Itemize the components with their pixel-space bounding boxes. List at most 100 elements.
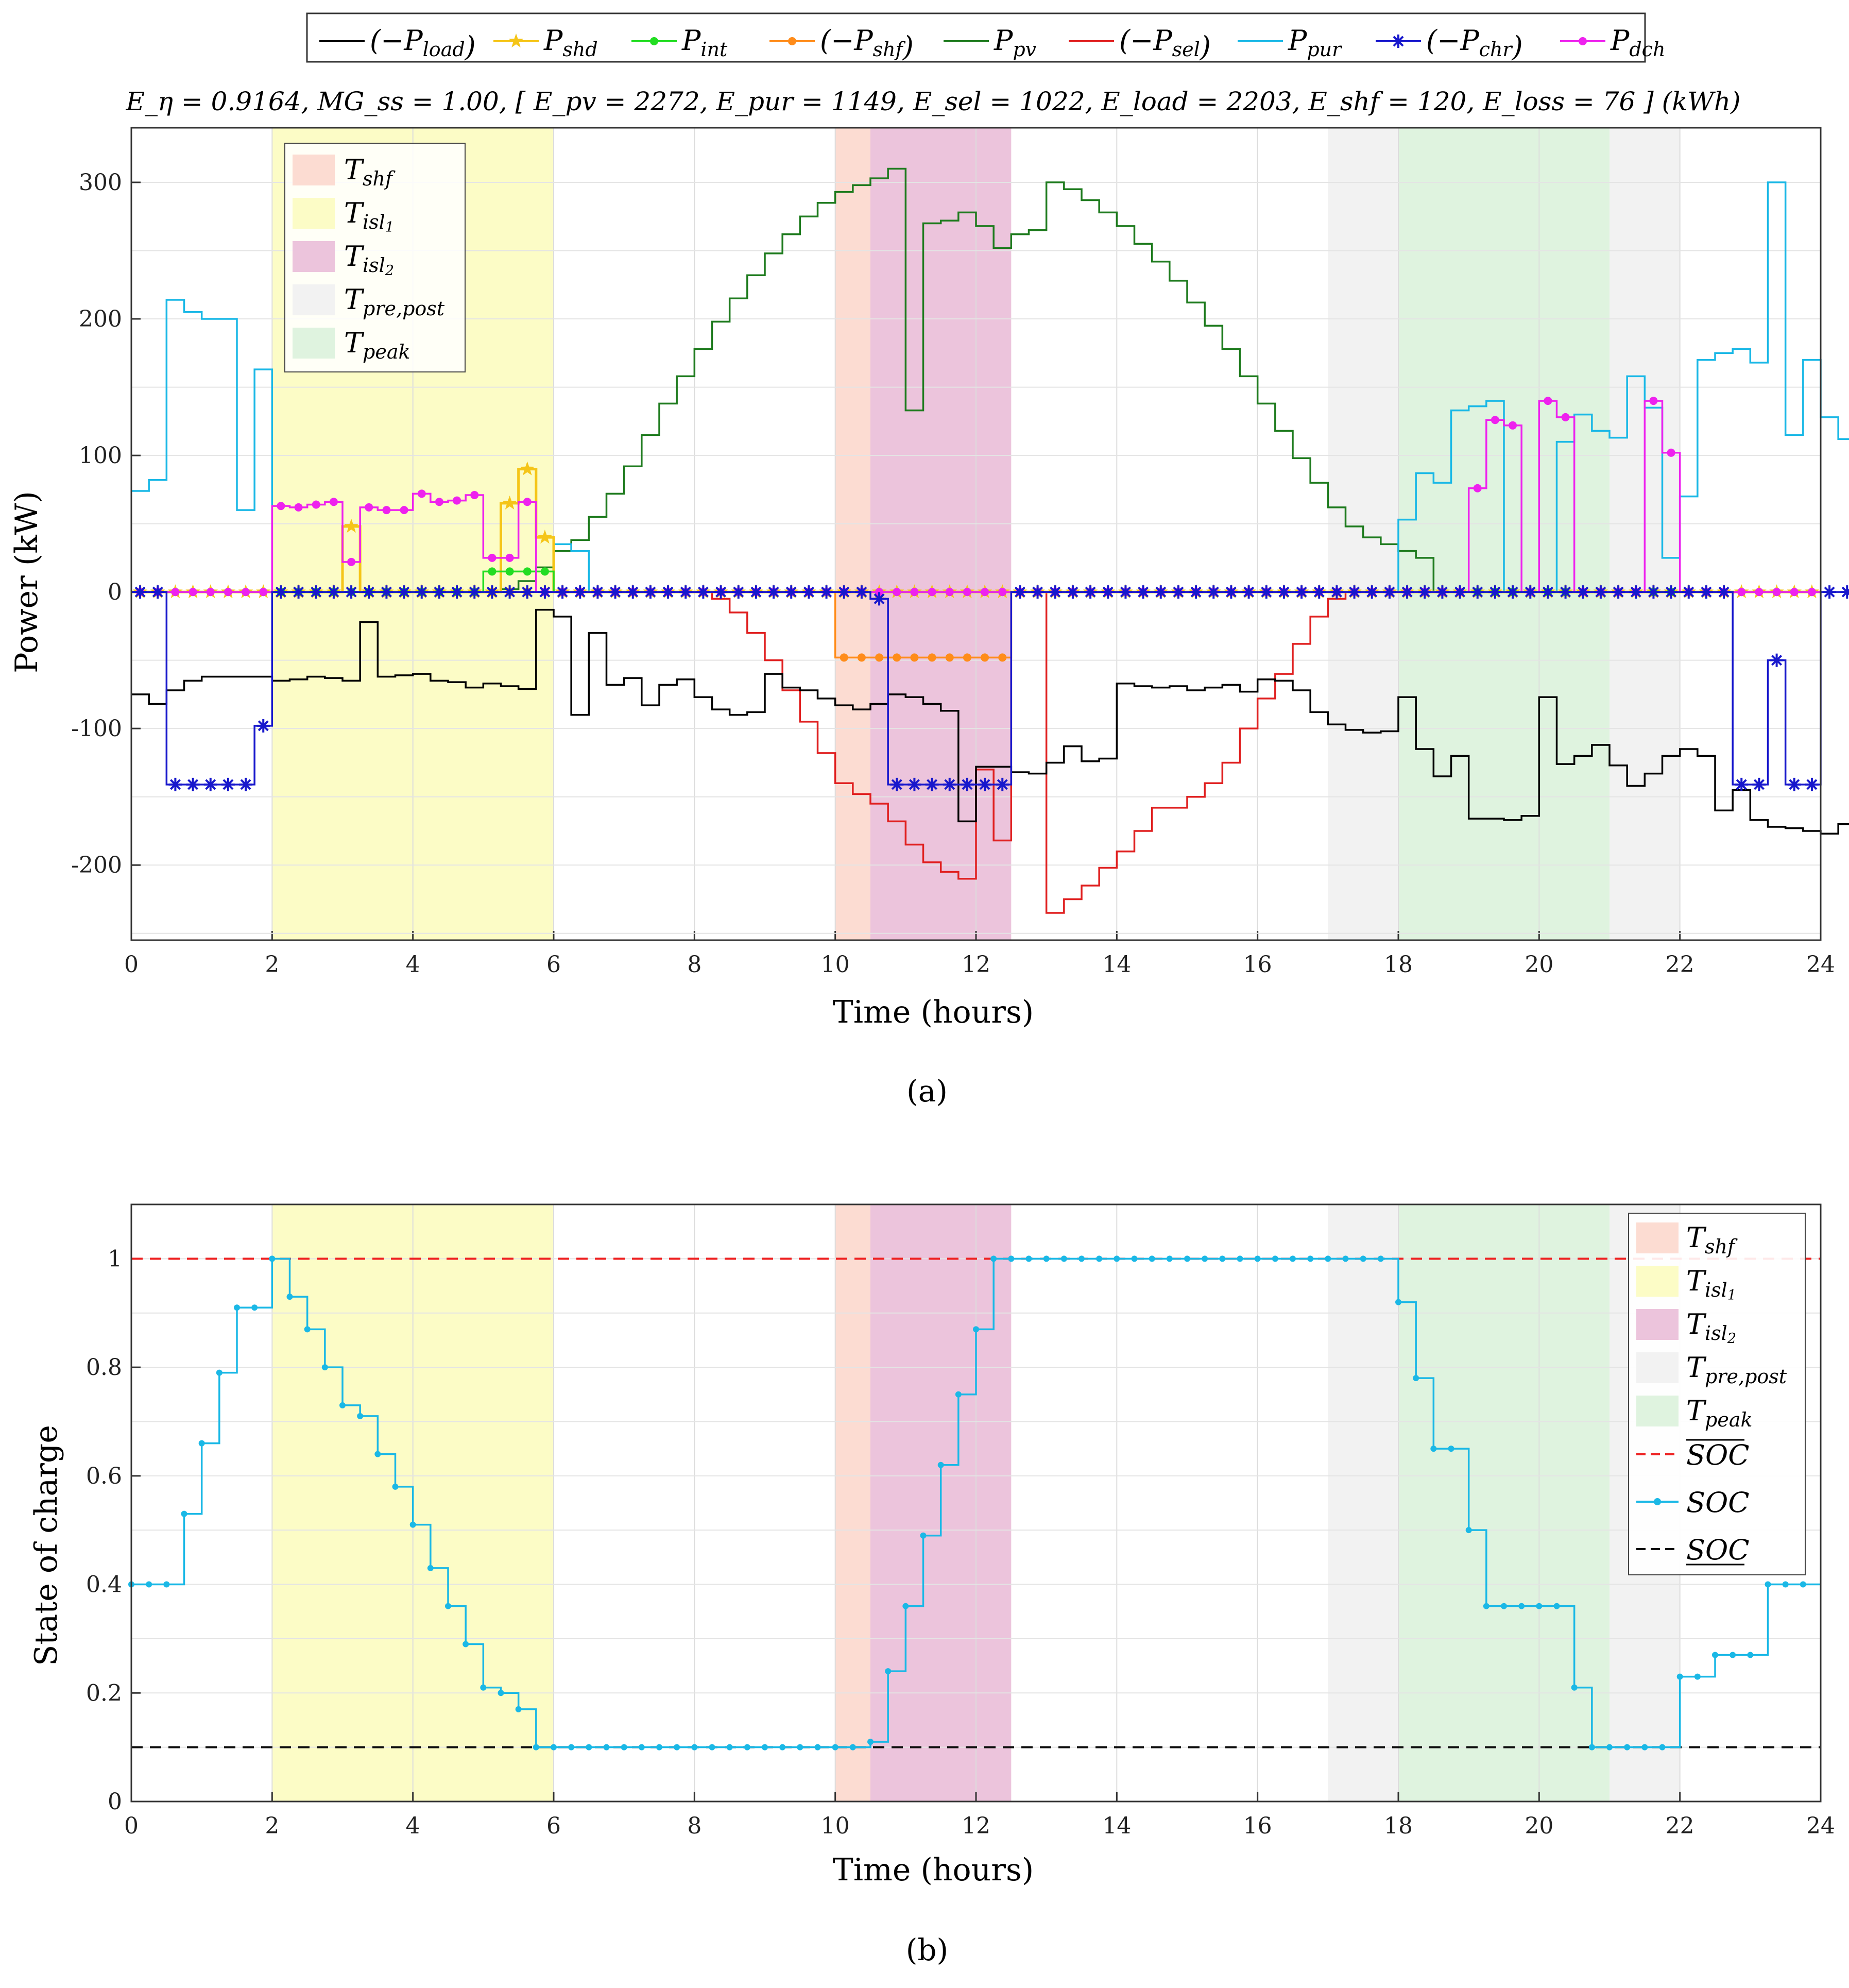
axes-a-box: [130, 127, 1822, 941]
soc-point: [146, 1581, 152, 1588]
data-point: [168, 777, 182, 791]
xtick-a-label: 24: [1806, 951, 1835, 978]
xtick-a-label: 22: [1666, 951, 1694, 978]
legend-marker: [1392, 35, 1405, 48]
soc-point: [1676, 1673, 1683, 1680]
axes-b-box: [130, 1203, 1822, 1803]
legend-swatch: [293, 241, 335, 272]
data-point: [417, 489, 426, 498]
data-point: [1382, 585, 1396, 599]
data-point: [1259, 585, 1273, 599]
soc-point: [1272, 1255, 1278, 1262]
soc-point: [1114, 1255, 1120, 1262]
data-point: [1453, 585, 1467, 599]
data-point: [151, 585, 165, 599]
data-point: [365, 503, 373, 512]
data-point: [1277, 585, 1291, 599]
legend-marker: [508, 33, 524, 48]
data-point: [415, 585, 429, 599]
data-point: [679, 585, 693, 599]
soc-point: [551, 1744, 557, 1751]
data-point: [1682, 585, 1696, 599]
soc-point: [955, 1391, 962, 1398]
data-point: [505, 567, 514, 576]
panel-b-caption: (b): [906, 1932, 948, 1967]
legend-b: Tshf Tisl1 Tisl2 Tpre,post Tpeak SOC SOC SOC: [1628, 1213, 1806, 1575]
data-point: [206, 588, 215, 597]
data-point: [1594, 585, 1607, 599]
band-a-0: [835, 128, 870, 940]
soc-point: [1800, 1581, 1806, 1588]
series-line: [131, 400, 1821, 593]
legend-b-band-label: Tpeak: [1686, 1395, 1753, 1431]
data-point: [1664, 585, 1678, 599]
data-point: [928, 588, 936, 597]
soc-point: [515, 1706, 522, 1712]
soc-point: [1730, 1652, 1736, 1658]
soc-point: [1219, 1255, 1226, 1262]
data-point: [327, 585, 340, 599]
xtick-b-label: 8: [687, 1813, 701, 1839]
data-point: [1559, 585, 1572, 599]
soc-point: [1008, 1255, 1015, 1262]
data-point: [1807, 588, 1816, 597]
xtick-b-label: 14: [1102, 1813, 1131, 1839]
soc-point: [1782, 1581, 1789, 1588]
data-point: [1755, 588, 1764, 597]
data-point: [1699, 585, 1713, 599]
soc-point: [1465, 1527, 1472, 1534]
soc-point: [885, 1668, 892, 1675]
data-point: [978, 777, 992, 791]
data-point: [523, 567, 532, 576]
xtick-b-label: 16: [1243, 1813, 1272, 1839]
data-point: [400, 506, 408, 515]
soc-point: [1624, 1744, 1631, 1751]
legend-b-band-label: Tpre,post: [1686, 1351, 1787, 1388]
data-point: [819, 585, 833, 599]
data-point: [1717, 585, 1731, 599]
soc-point: [216, 1369, 222, 1376]
soc-point: [1166, 1255, 1173, 1262]
soc-point: [1659, 1744, 1666, 1751]
panel-a-caption: (a): [906, 1074, 948, 1109]
data-point: [485, 585, 499, 599]
xtick-a-label: 10: [821, 951, 850, 978]
legend-marker: [650, 37, 658, 45]
data-point: [1647, 585, 1660, 599]
data-point: [345, 585, 358, 599]
band-b-3: [1328, 1204, 1398, 1802]
soc-point: [1413, 1375, 1419, 1382]
soc-point: [832, 1744, 838, 1751]
data-point: [186, 777, 200, 791]
data-point: [1242, 585, 1256, 599]
xtick-b-label: 0: [124, 1813, 139, 1839]
panel-a-title: E_η = 0.9164, MG_ss = 1.00, [ E_pv = 227…: [125, 87, 1740, 116]
data-point: [1101, 585, 1115, 599]
series-line: [131, 608, 1849, 835]
legend-label-2: Pint: [681, 24, 728, 61]
data-point: [1737, 588, 1746, 597]
legend-label-8: Pdch: [1610, 24, 1665, 61]
data-point: [643, 585, 657, 599]
legend-label-7: (−Pchr): [1426, 24, 1523, 63]
data-point: [963, 653, 971, 662]
data-point: [1576, 585, 1590, 599]
ytick-a-label: -200: [71, 852, 122, 878]
soc-point: [973, 1326, 979, 1333]
data-point: [1790, 588, 1799, 597]
data-point: [661, 585, 675, 599]
xtick-a-label: 6: [546, 951, 561, 978]
soc-point: [198, 1440, 205, 1447]
soc-point: [1202, 1255, 1208, 1262]
legend-band-label: Tpre,post: [344, 283, 445, 320]
xtick-b-label: 20: [1525, 1813, 1553, 1839]
soc-point: [797, 1744, 803, 1751]
data-point: [1347, 585, 1361, 599]
data-point: [1048, 585, 1062, 599]
data-point: [1770, 653, 1784, 667]
data-point: [1541, 585, 1555, 599]
data-point: [171, 588, 180, 597]
ytick-b-label: 0: [108, 1789, 122, 1815]
soc-point: [1342, 1255, 1349, 1262]
